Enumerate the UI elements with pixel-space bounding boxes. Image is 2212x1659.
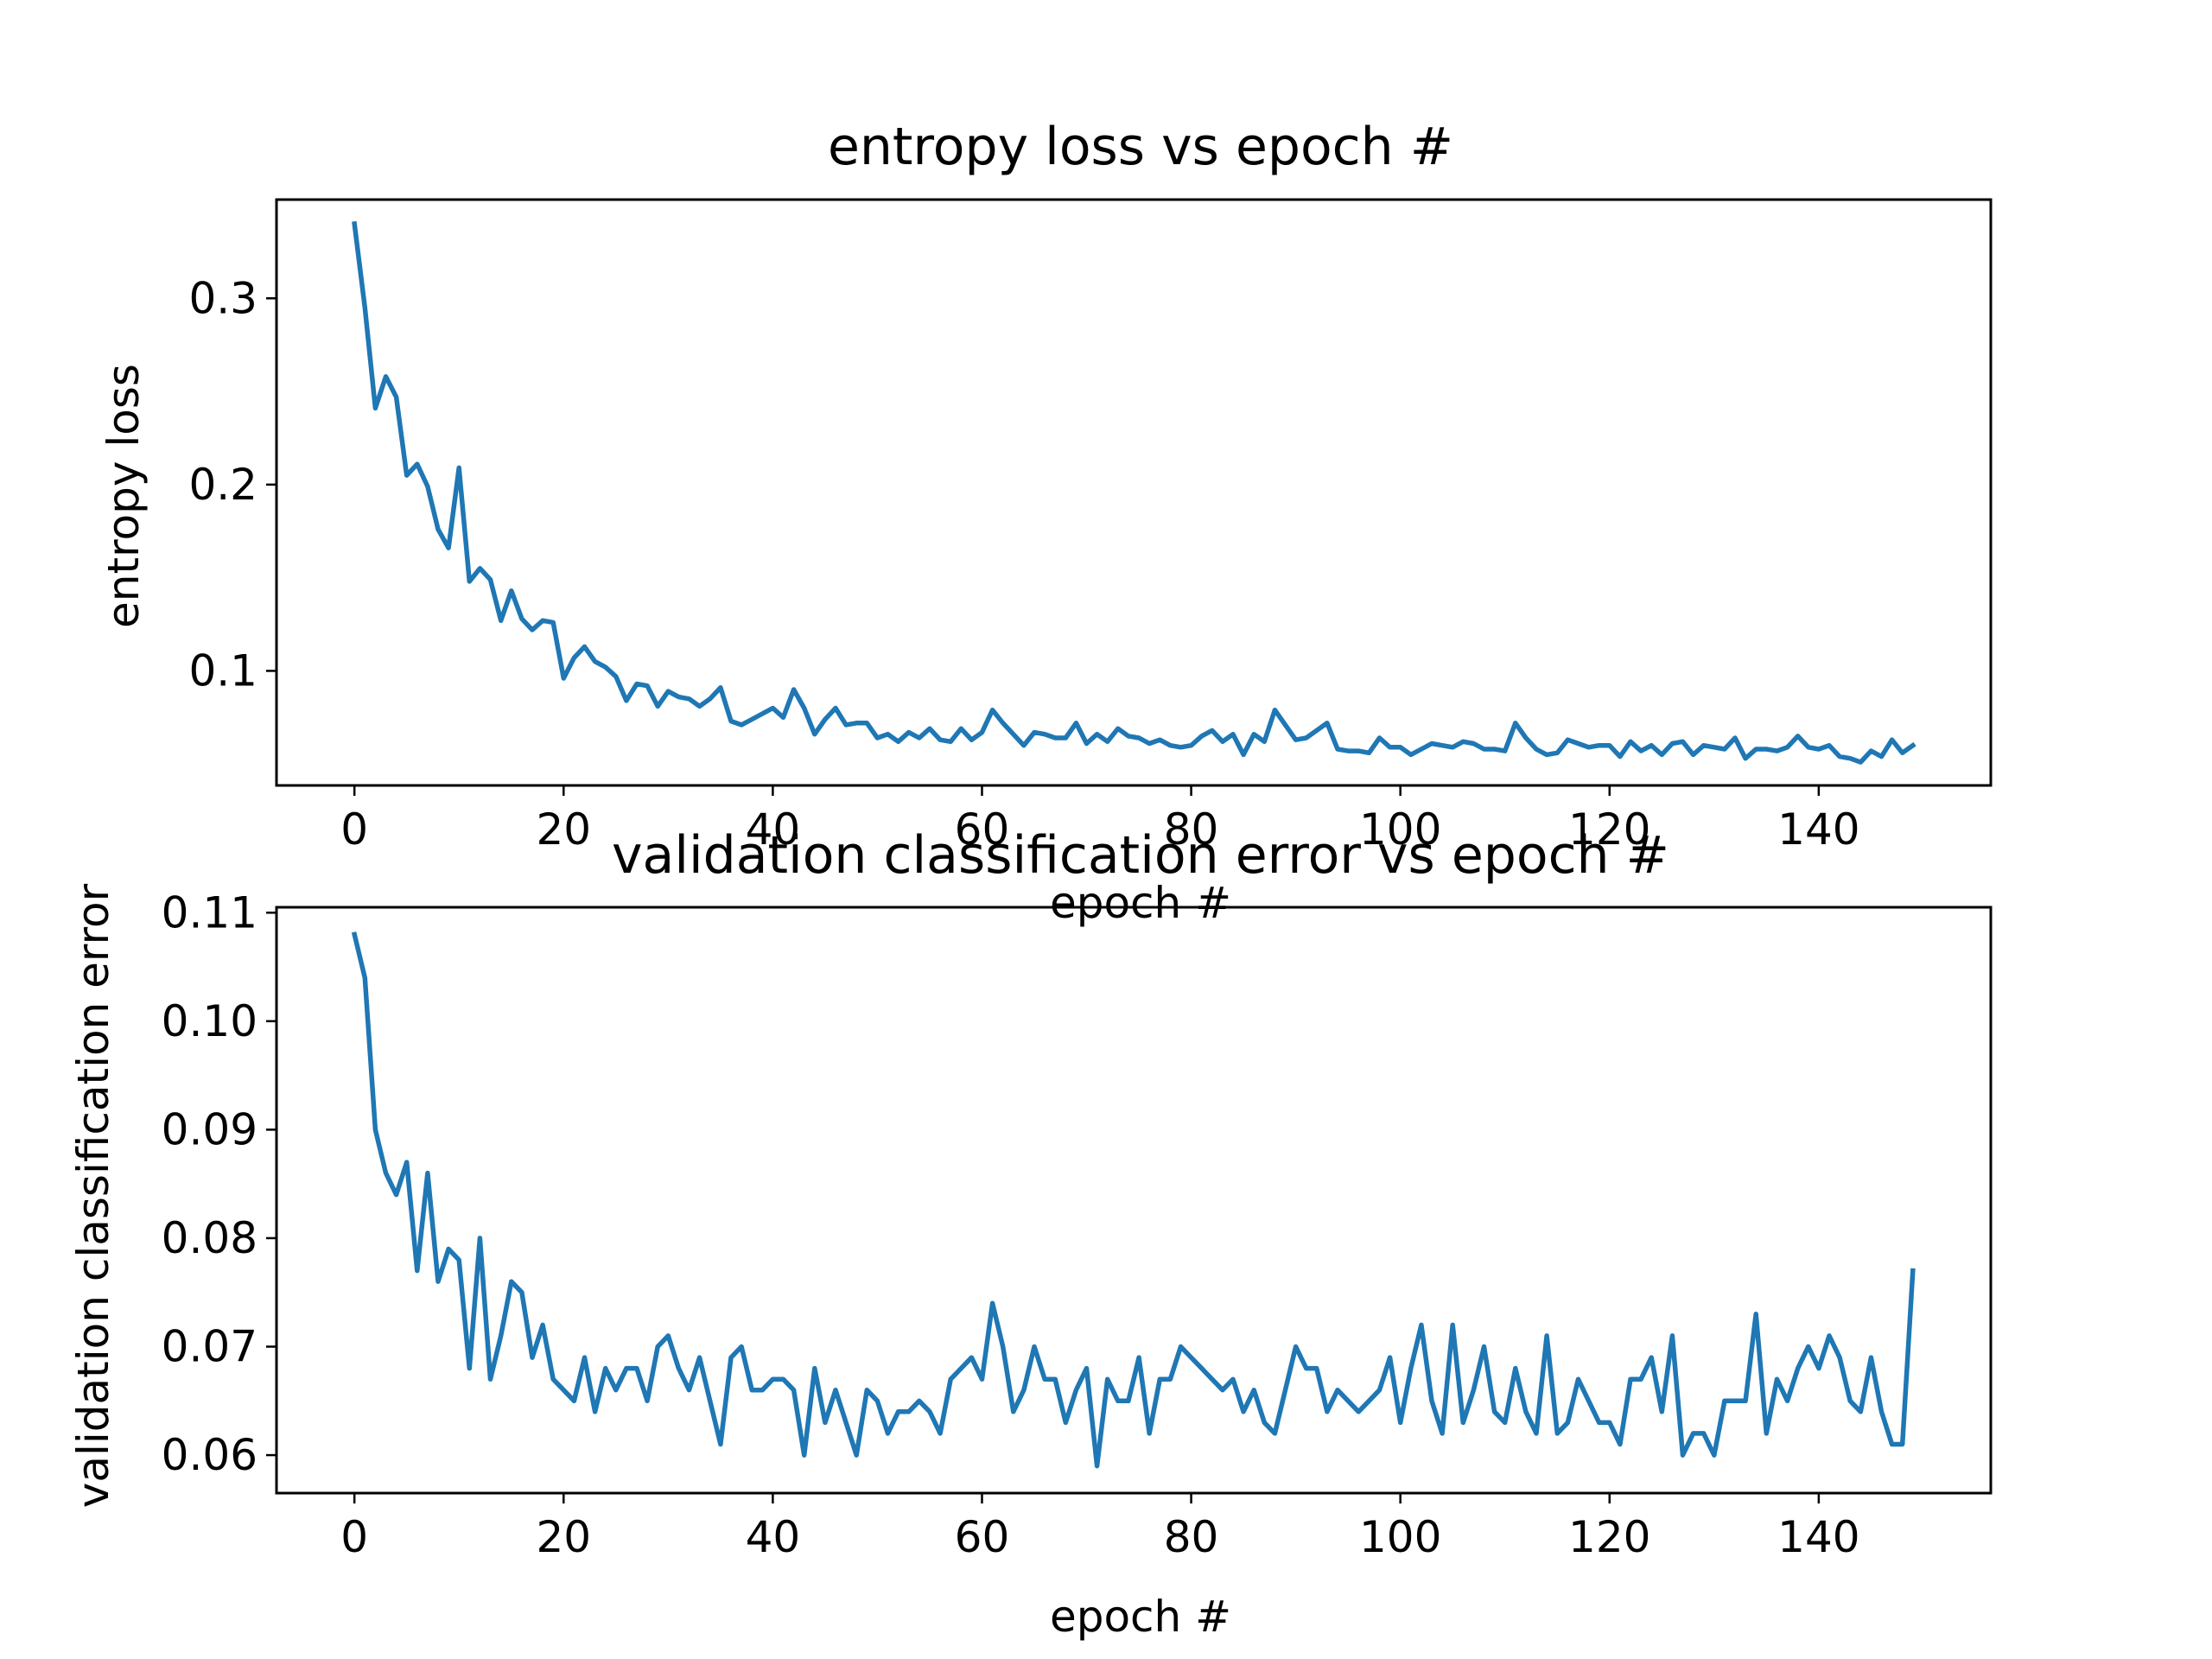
y-tick-label: 0.10: [162, 996, 257, 1046]
tick-layer: 0 20 40 60 80 100 120 140 0.1 0.2 0.3: [188, 273, 1859, 855]
x-tick-label: 60: [955, 804, 1010, 855]
validation-error-subplot: validation classification error vs epoch…: [68, 825, 1993, 1642]
x-tick-label: 0: [340, 804, 368, 855]
y-tick-label: 0.2: [188, 460, 257, 510]
y-tick-label: 0.11: [162, 887, 257, 938]
series-line: [351, 931, 1916, 1469]
y-tick-label: 0.08: [162, 1213, 257, 1263]
chart-title: entropy loss vs epoch #: [828, 117, 1453, 177]
y-axis-label: entropy loss: [99, 364, 149, 628]
entropy-loss-subplot: entropy loss vs epoch # entropy loss 0 20…: [99, 117, 1993, 928]
y-tick-label: 0.07: [162, 1322, 257, 1372]
plot-frame: [275, 906, 1993, 1495]
series-line: [352, 220, 1916, 765]
y-tick-label: 0.3: [188, 273, 257, 323]
x-tick-label: 40: [746, 804, 801, 855]
x-axis-label: epoch #: [1050, 878, 1231, 928]
y-tick-label: 0.1: [188, 645, 257, 696]
series-layer: [352, 220, 1916, 765]
x-tick-label: 80: [1164, 1512, 1219, 1562]
x-tick-label: 80: [1164, 804, 1219, 855]
x-tick-label: 140: [1777, 1512, 1859, 1562]
x-tick-label: 100: [1359, 1512, 1441, 1562]
x-tick-label: 120: [1568, 1512, 1650, 1562]
x-tick-label: 0: [340, 1512, 368, 1562]
x-tick-label: 60: [955, 1512, 1010, 1562]
y-tick-label: 0.06: [162, 1430, 257, 1480]
x-tick-label: 140: [1777, 804, 1859, 855]
chart-title: validation classification error vs epoch…: [612, 825, 1669, 886]
tick-layer: 0 20 40 60 80 100 120 140 0.06 0.07 0.08 0.09 0.10 0.…: [162, 887, 1860, 1562]
series-layer: [351, 931, 1916, 1469]
y-tick-label: 0.09: [162, 1104, 257, 1154]
x-tick-label: 20: [536, 1512, 591, 1562]
x-tick-label: 40: [746, 1512, 801, 1562]
x-tick-label: 20: [536, 804, 591, 855]
x-tick-label: 120: [1568, 804, 1650, 855]
x-tick-label: 100: [1359, 804, 1441, 855]
plot-frame: [275, 198, 1993, 787]
x-axis-label: epoch #: [1050, 1592, 1231, 1642]
y-axis-label: validation classification error: [68, 883, 118, 1508]
